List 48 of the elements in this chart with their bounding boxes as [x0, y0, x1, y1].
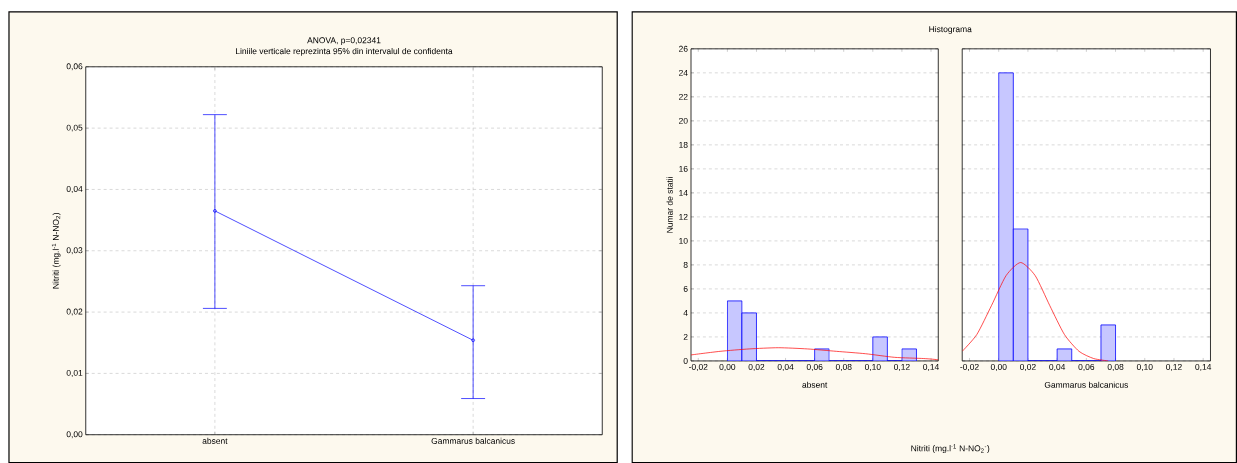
y-tick-label: 12 [679, 213, 688, 220]
y-tick-label: 2 [683, 333, 688, 340]
text: Nitriti (mg.l$^{-1}$ N-NO$_{2}$$^{-}$) [911, 444, 990, 453]
x-tick-label: 0,10 [1136, 363, 1153, 371]
y-tick-label: 0,03 [66, 247, 83, 255]
line-series [691, 347, 939, 360]
y-tick-label: 0 [683, 357, 688, 364]
chart-subtitle: Liniile verticale reprezinta 95% din intervalul de confidenta [236, 47, 453, 56]
y-tick-label: 26 [679, 45, 688, 52]
y-tick-label: 0,05 [66, 124, 83, 132]
y-axis-title: Nitriti (mg.l$^{-1}$ N-NO$_{2}$) [51, 212, 61, 289]
x-tick-label: 0,04 [1049, 363, 1066, 371]
x-tick-label: 0,06 [806, 363, 823, 371]
y-tick-label: 0,06 [66, 63, 83, 71]
x-tick-label: -0,02 [689, 363, 708, 371]
x-tick-label: 0,02 [748, 363, 765, 371]
y-axis-title: Numar de statii [666, 176, 673, 233]
x-tick-label: 0,00 [719, 363, 736, 371]
x-tick-label: -0,02 [960, 363, 979, 371]
y-tick-label: 8 [683, 261, 688, 268]
x-tick-label: 0,12 [1166, 363, 1182, 371]
y-tick-label: 0,00 [66, 431, 83, 439]
x-tick-label: 0,08 [835, 363, 852, 371]
y-tick-label: 16 [679, 165, 688, 172]
x-tick-label: 0,00 [990, 363, 1007, 371]
y-tick-label: 24 [679, 69, 688, 76]
x-axis-title: absent [802, 381, 828, 388]
y-tick-label: 0,02 [66, 308, 83, 316]
y-tick-label: 20 [679, 117, 688, 124]
x-tick-label: 0,14 [1195, 363, 1212, 371]
y-tick-label: 4 [683, 309, 688, 316]
y-tick-label: 6 [683, 285, 688, 292]
y-tick-label: 18 [679, 141, 688, 148]
y-tick-label: 10 [679, 237, 688, 244]
chart-title: ANOVA, p=0,02341 [307, 37, 381, 45]
x-tick-label: 0,12 [894, 363, 910, 371]
chart-title: Histograma [929, 25, 972, 34]
y-tick-label: 22 [679, 93, 688, 100]
x-tick-label: 0,02 [1020, 363, 1036, 371]
y-tick-label: 14 [679, 189, 688, 196]
x-axis-title: Gammarus balcanicus [1044, 381, 1129, 388]
x-tick-label: 0,14 [923, 363, 939, 371]
x-tick-label: 0,08 [1107, 363, 1124, 371]
x-tick-label: 0,10 [864, 363, 881, 371]
x-tick-label: 0,04 [777, 363, 794, 371]
x-tick-label: 0,06 [1078, 363, 1095, 371]
y-tick-label: 0,01 [66, 369, 83, 377]
y-tick-label: 0,04 [66, 185, 83, 193]
